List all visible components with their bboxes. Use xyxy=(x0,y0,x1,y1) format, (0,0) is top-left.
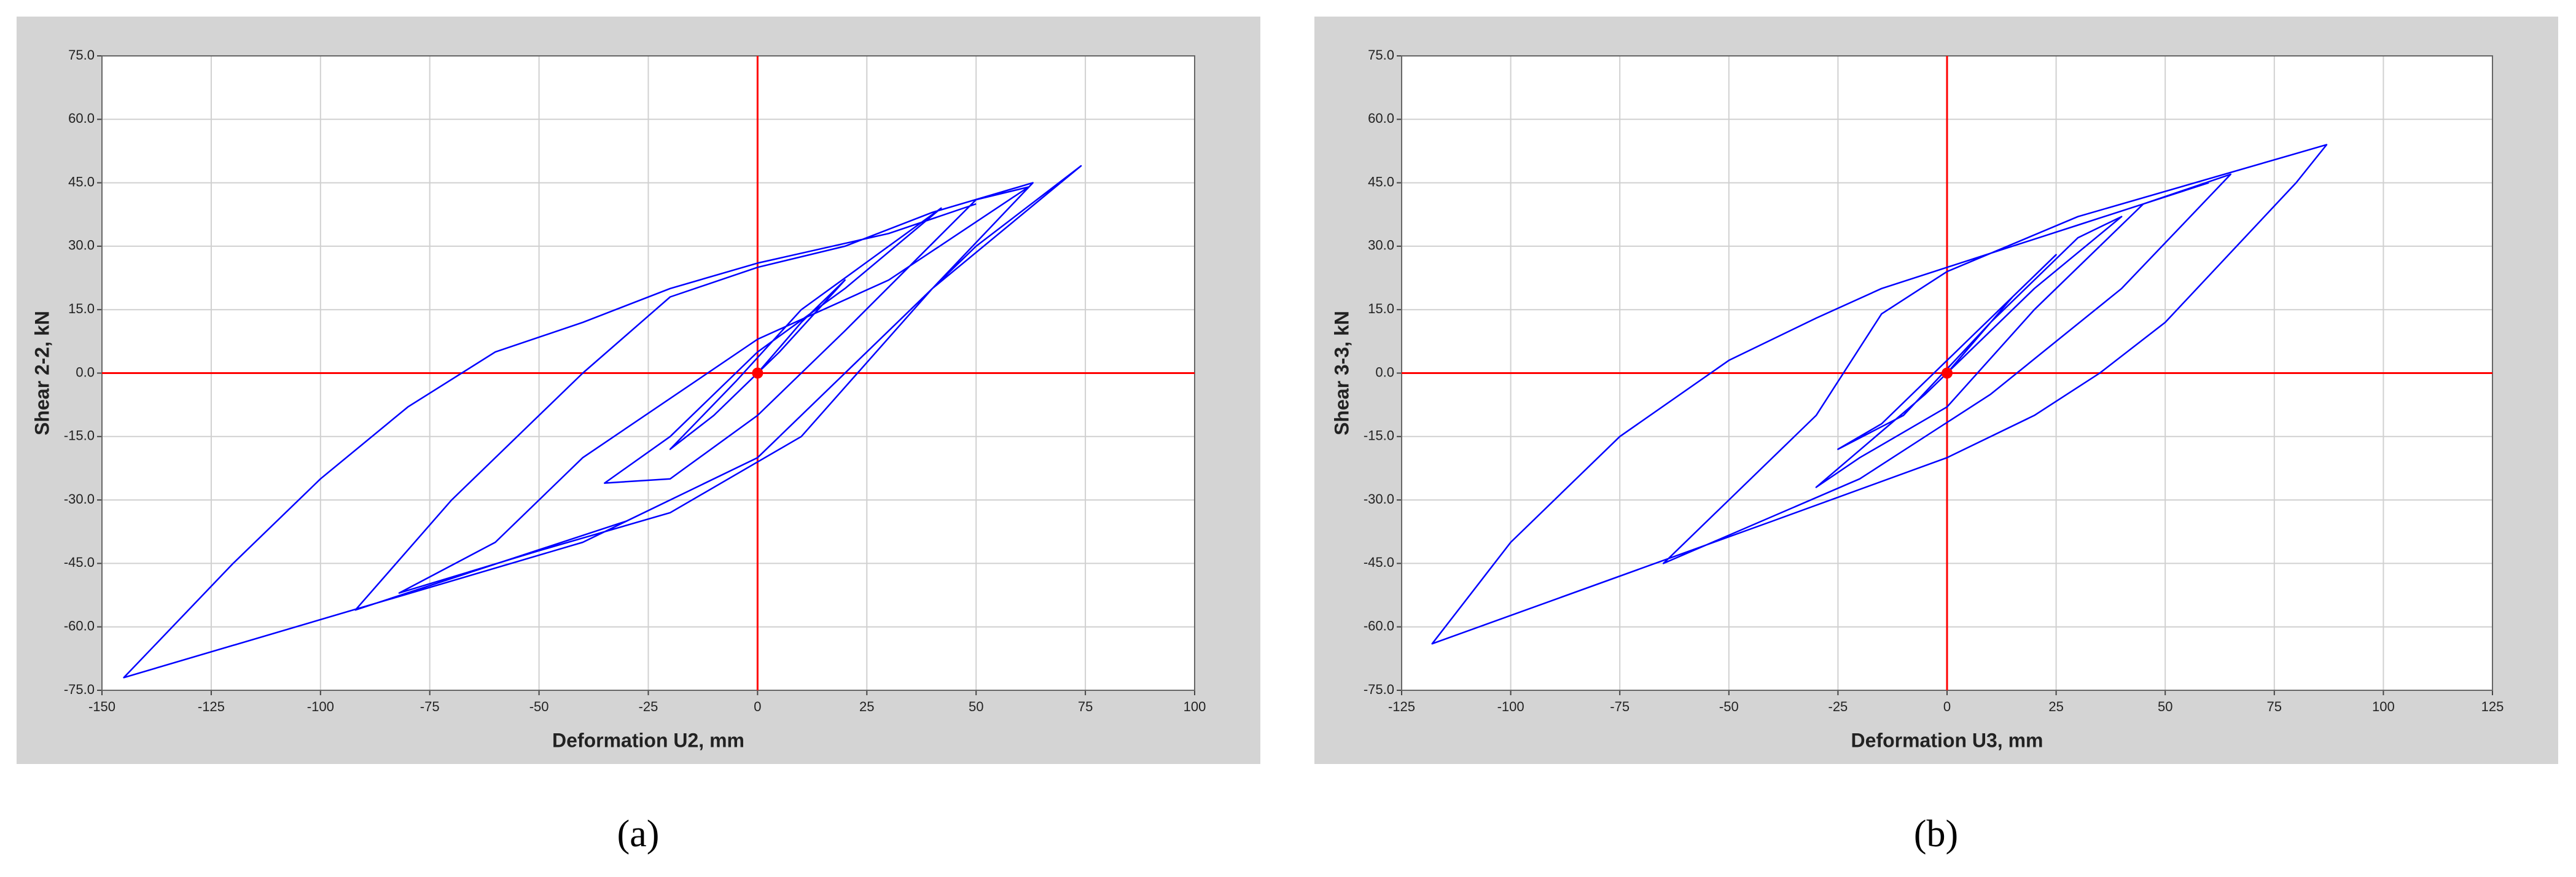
x-tick-label: 50 xyxy=(2158,699,2172,714)
y-tick-label: 15.0 xyxy=(1368,301,1394,316)
x-tick-label: 100 xyxy=(2372,699,2395,714)
y-tick-label: 30.0 xyxy=(68,238,95,253)
x-tick-label: 0 xyxy=(1943,699,1951,714)
y-axis-label: Shear 3-3, kN xyxy=(1330,311,1352,435)
y-tick-label: -75.0 xyxy=(64,682,95,697)
y-tick-label: -60.0 xyxy=(64,618,95,634)
y-tick-label: -15.0 xyxy=(1364,428,1394,443)
y-tick-label: 0.0 xyxy=(76,364,95,380)
y-tick-label: 45.0 xyxy=(68,174,95,189)
origin-dot xyxy=(1942,367,1953,379)
x-tick-label: -25 xyxy=(639,699,658,714)
x-tick-label: -150 xyxy=(88,699,115,714)
hysteresis-line xyxy=(123,165,1082,679)
hysteresis-line xyxy=(1431,144,2328,645)
y-tick-label: -45.0 xyxy=(64,555,95,570)
y-tick-label: -30.0 xyxy=(64,491,95,507)
x-tick-label: 25 xyxy=(2048,699,2063,714)
x-tick-label: 125 xyxy=(2481,699,2504,714)
origin-dot xyxy=(752,367,763,379)
y-tick-label: 30.0 xyxy=(1368,238,1394,253)
y-tick-label: 45.0 xyxy=(1368,174,1394,189)
y-tick-label: 60.0 xyxy=(68,111,95,126)
x-tick-label: 0 xyxy=(754,699,761,714)
y-tick-label: -30.0 xyxy=(1364,491,1394,507)
y-axis-label: Shear 2-2, kN xyxy=(31,311,53,435)
x-tick-label: 25 xyxy=(859,699,874,714)
x-tick-label: -75 xyxy=(420,699,440,714)
x-tick-label: 100 xyxy=(1184,699,1206,714)
y-tick-label: 15.0 xyxy=(68,301,95,316)
x-tick-label: -100 xyxy=(307,699,334,714)
x-tick-label: -100 xyxy=(1497,699,1524,714)
caption: (a) xyxy=(617,813,660,855)
x-tick-label: 50 xyxy=(969,699,983,714)
x-tick-label: -25 xyxy=(1829,699,1848,714)
x-tick-label: -50 xyxy=(1719,699,1739,714)
y-tick-label: -75.0 xyxy=(1364,682,1394,697)
x-axis-label: Deformation U2, mm xyxy=(552,729,744,751)
y-tick-label: 75.0 xyxy=(68,47,95,63)
x-tick-label: 75 xyxy=(2267,699,2282,714)
x-axis-label: Deformation U3, mm xyxy=(1851,729,2043,751)
y-tick-label: -45.0 xyxy=(1364,555,1394,570)
y-tick-label: 0.0 xyxy=(1375,364,1394,380)
x-tick-label: -50 xyxy=(529,699,549,714)
x-tick-label: -75 xyxy=(1610,699,1630,714)
x-tick-label: -125 xyxy=(1388,699,1415,714)
y-tick-label: 60.0 xyxy=(1368,111,1394,126)
y-tick-label: 75.0 xyxy=(1368,47,1394,63)
caption: (b) xyxy=(1914,813,1958,855)
x-tick-label: 75 xyxy=(1078,699,1093,714)
y-tick-label: -60.0 xyxy=(1364,618,1394,634)
y-tick-label: -15.0 xyxy=(64,428,95,443)
x-tick-label: -125 xyxy=(198,699,225,714)
